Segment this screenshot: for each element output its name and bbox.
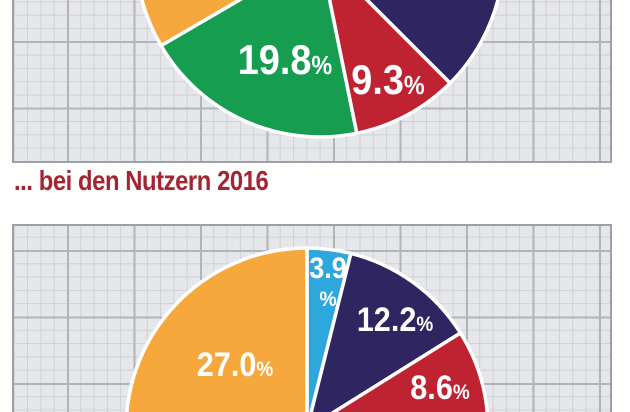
pie-value-label: 27.0% <box>197 348 273 382</box>
pie-value-label: 9.3% <box>351 59 424 101</box>
pie-slice-red-segment <box>330 331 489 412</box>
pie-value-label: 12.2% <box>357 303 433 337</box>
pie-slice-orange-segment <box>125 246 309 412</box>
pie-value-number: 3.9 <box>309 252 347 286</box>
pie-slice-green-segment <box>159 0 359 139</box>
pie-value-number: 12.2 <box>356 301 417 339</box>
pie-value-label: 19.8% <box>238 39 332 81</box>
section-title: ... bei den Nutzern 2016 <box>14 165 269 196</box>
pie-value-number: 9.3 <box>351 56 404 103</box>
pie-slice-red-segment <box>327 0 452 136</box>
percent-sign: % <box>403 70 425 100</box>
percent-sign: % <box>416 313 434 336</box>
pie-value-number: 19.8 <box>237 36 312 83</box>
pie-value-number: 8.6 <box>410 369 453 407</box>
percent-sign: % <box>319 286 337 312</box>
pie-slice-orange-segment <box>140 0 243 48</box>
pie-slice-navy-segment <box>364 0 500 85</box>
percent-sign: % <box>311 50 333 80</box>
pie-value-number: 27.0 <box>196 346 257 384</box>
percent-sign: % <box>452 381 470 404</box>
pie-value-label: 3.9% <box>309 254 347 310</box>
pie-slice-navy-segment <box>309 251 463 412</box>
pie-value-label: 8.6% <box>410 371 469 405</box>
percent-sign: % <box>256 358 274 381</box>
